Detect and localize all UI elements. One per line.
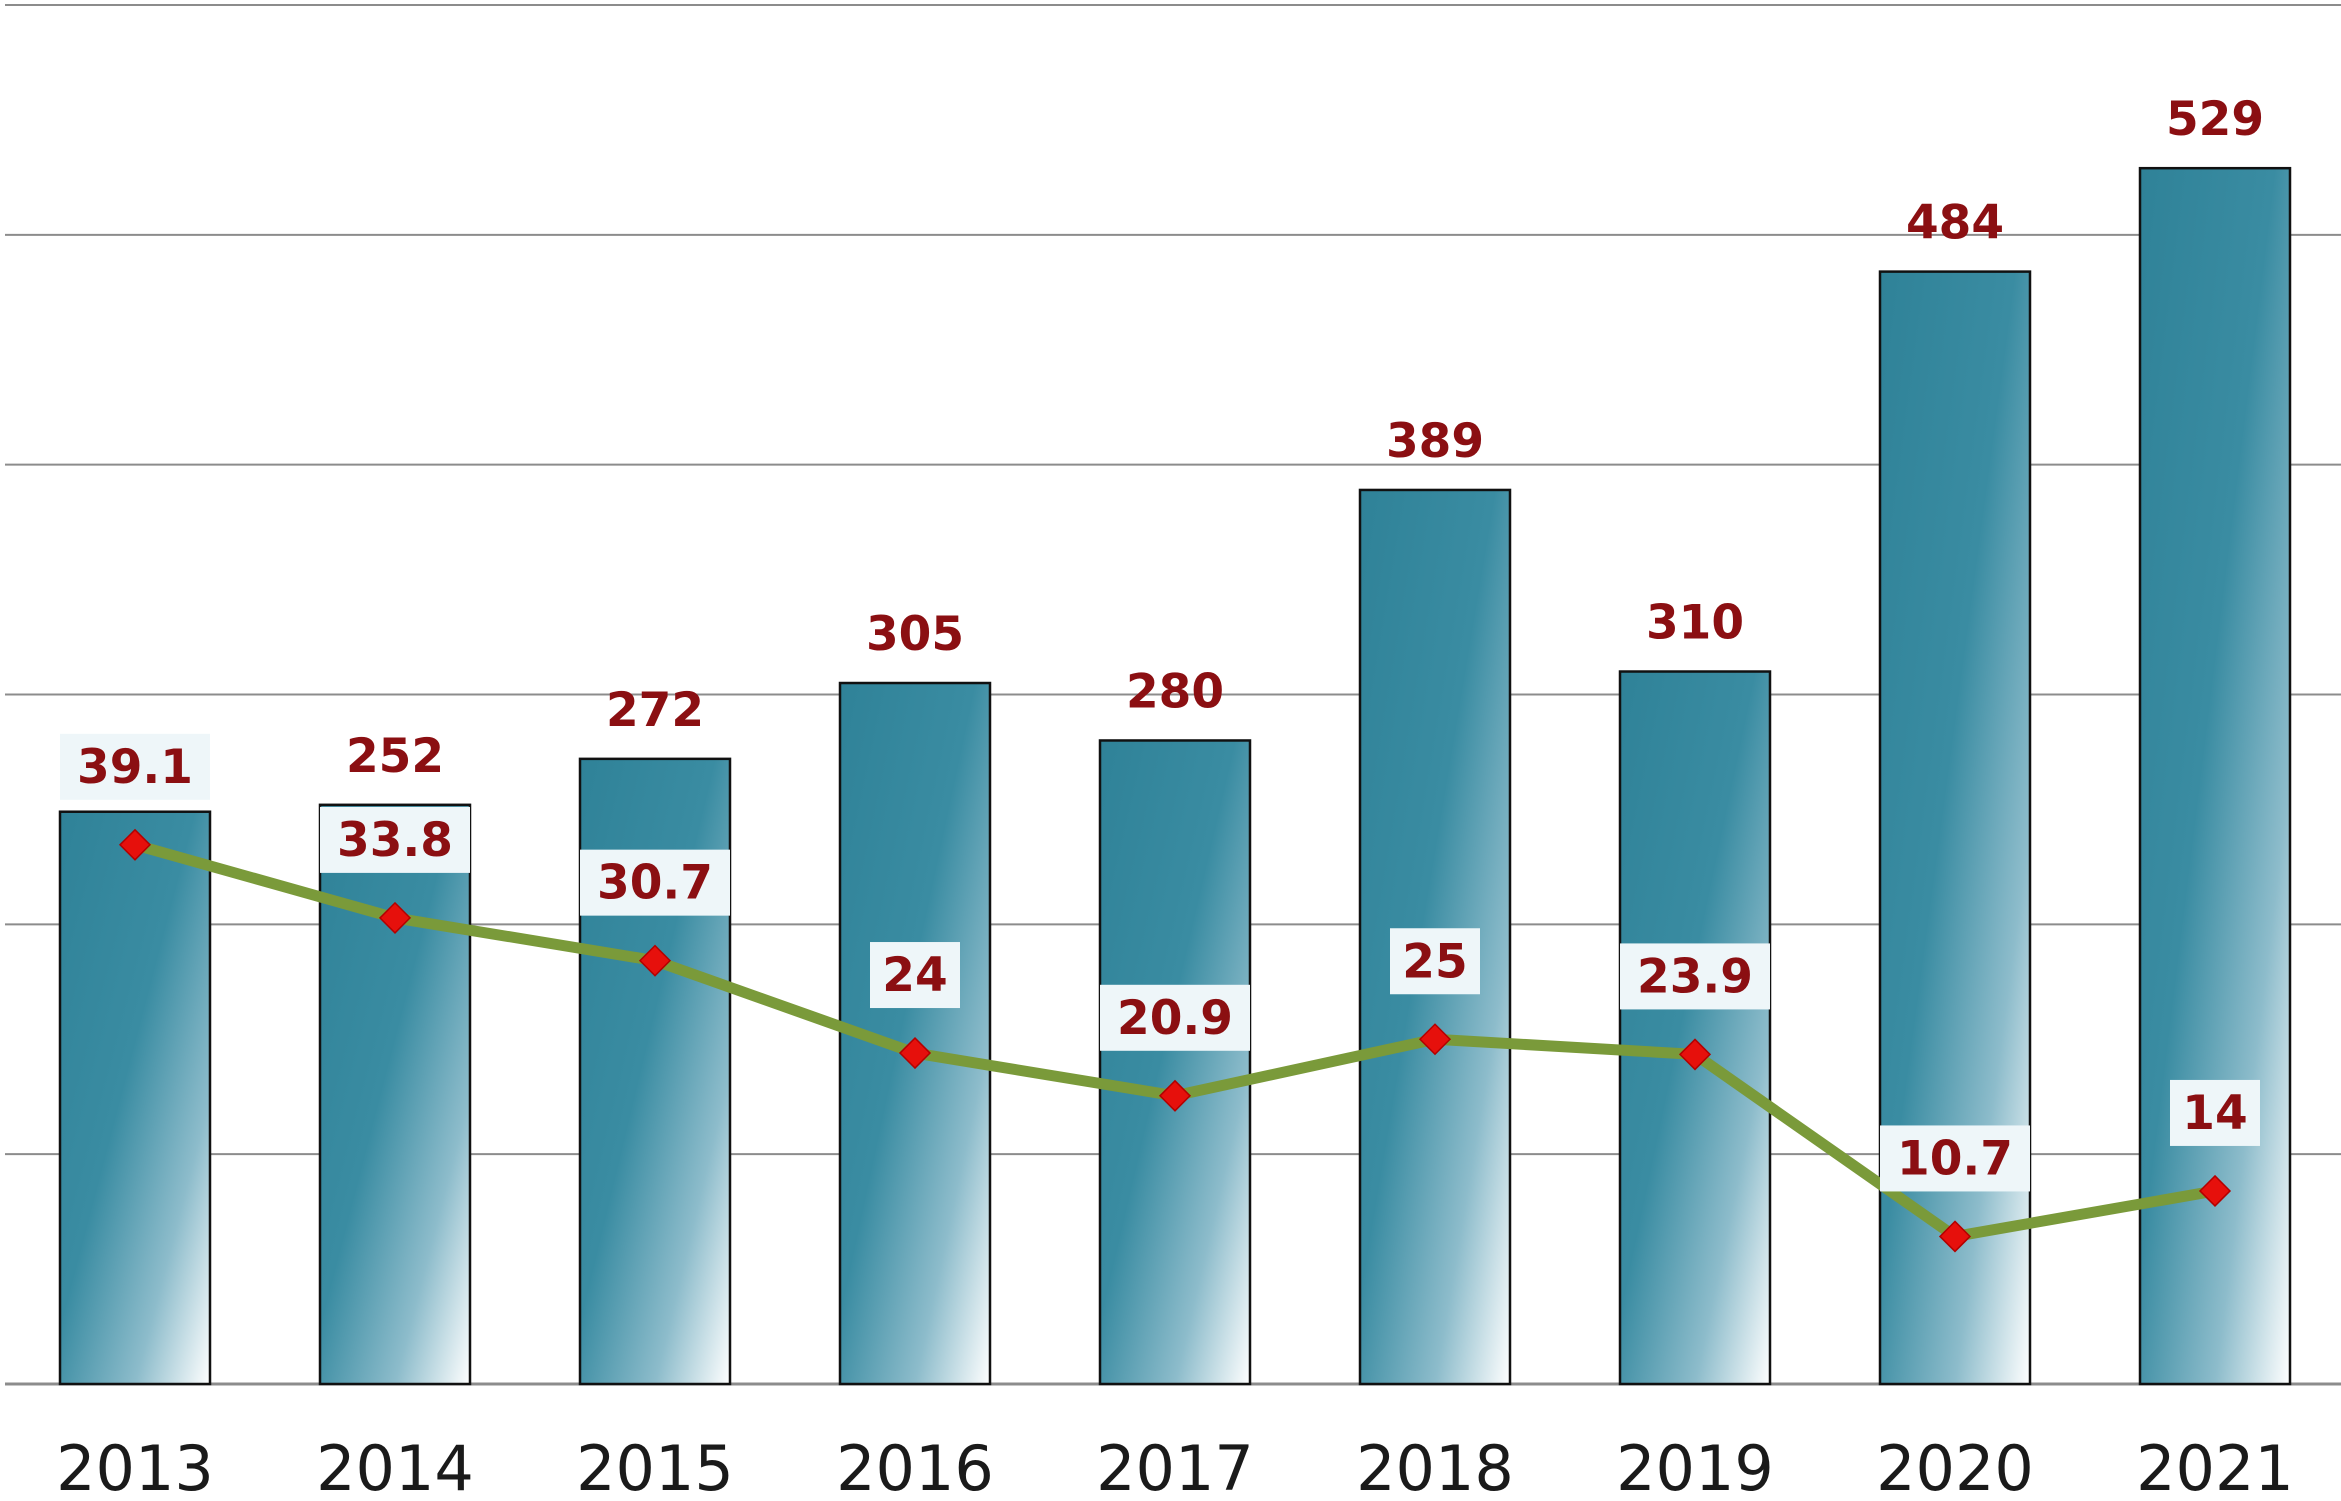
trend-label-box-2018 xyxy=(1390,928,1480,995)
bar-value-label-2018: 389 xyxy=(1386,414,1484,469)
trend-marker-2018 xyxy=(1418,1023,1452,1056)
x-tick-label-2019: 2019 xyxy=(1616,1432,1774,1501)
bar-2013 xyxy=(58,810,212,1386)
bar-value-label-2021: 529 xyxy=(2166,92,2264,147)
trend-marker-2021 xyxy=(2198,1174,2232,1208)
x-axis: 2013 2014 2015 2016 2017 2018 2019 2020 2021 xyxy=(56,1432,2294,1501)
trend-marker-2016 xyxy=(898,1036,932,1070)
bar-value-label-2017: 280 xyxy=(1126,664,1224,719)
bars xyxy=(58,166,2292,1386)
bar-2019 xyxy=(1618,670,1772,1386)
trend-label-box-2020 xyxy=(1880,1125,2030,1192)
trend-value-label-2020: 10.7 xyxy=(1897,1131,2013,1186)
x-tick-label-2017: 2017 xyxy=(1096,1432,1254,1501)
trend-line-layer: 39.1 33.8 30.7 24 20.9 25 23.9 10.7 14 xyxy=(60,733,2260,1253)
bar-value-label-2019: 310 xyxy=(1646,596,1744,651)
trend-label-box-2021 xyxy=(2170,1079,2260,1146)
bar-value-label-2015: 272 xyxy=(606,683,704,738)
trend-marker-2014 xyxy=(378,901,412,934)
trend-value-label-2021: 14 xyxy=(2182,1086,2247,1141)
x-tick-label-2021: 2021 xyxy=(2136,1432,2294,1501)
trend-marker-2019 xyxy=(1678,1038,1712,1071)
trend-value-label-2014: 33.8 xyxy=(337,813,453,868)
bar-2017 xyxy=(1098,739,1252,1386)
trend-value-label-2019: 23.9 xyxy=(1637,949,1753,1004)
trend-value-label-2015: 30.7 xyxy=(597,856,713,911)
trend-label-box-2014 xyxy=(320,806,470,873)
trend-marker-2013 xyxy=(118,828,152,861)
trend-label-box-2013 xyxy=(60,733,210,800)
bar-2014 xyxy=(318,803,472,1386)
x-tick-label-2020: 2020 xyxy=(1876,1432,2034,1501)
trend-marker-2020 xyxy=(1938,1220,1972,1253)
trend-value-label-2016: 24 xyxy=(882,948,947,1003)
bar-2020 xyxy=(1878,270,2032,1386)
x-tick-label-2014: 2014 xyxy=(316,1432,474,1501)
x-tick-label-2013: 2013 xyxy=(56,1432,214,1501)
trend-label-box-2019 xyxy=(1620,943,1770,1010)
x-tick-label-2018: 2018 xyxy=(1356,1432,1514,1501)
trend-label-box-2016 xyxy=(870,942,960,1009)
trend-label-box-2017 xyxy=(1100,984,1250,1051)
trend-value-label-2018: 25 xyxy=(1402,934,1467,989)
trend-value-label-2013: 39.1 xyxy=(77,740,193,795)
trend-marker-2017 xyxy=(1158,1079,1192,1112)
trend-label-box-2015 xyxy=(580,849,730,916)
x-tick-label-2016: 2016 xyxy=(836,1432,994,1501)
bar-value-label-2014: 252 xyxy=(346,729,444,784)
x-tick-label-2015: 2015 xyxy=(576,1432,734,1501)
bar-value-label-2016: 305 xyxy=(866,607,964,662)
trend-value-label-2017: 20.9 xyxy=(1117,991,1233,1046)
trend-marker-2015 xyxy=(638,944,672,977)
bar-value-label-2020: 484 xyxy=(1906,196,2004,251)
